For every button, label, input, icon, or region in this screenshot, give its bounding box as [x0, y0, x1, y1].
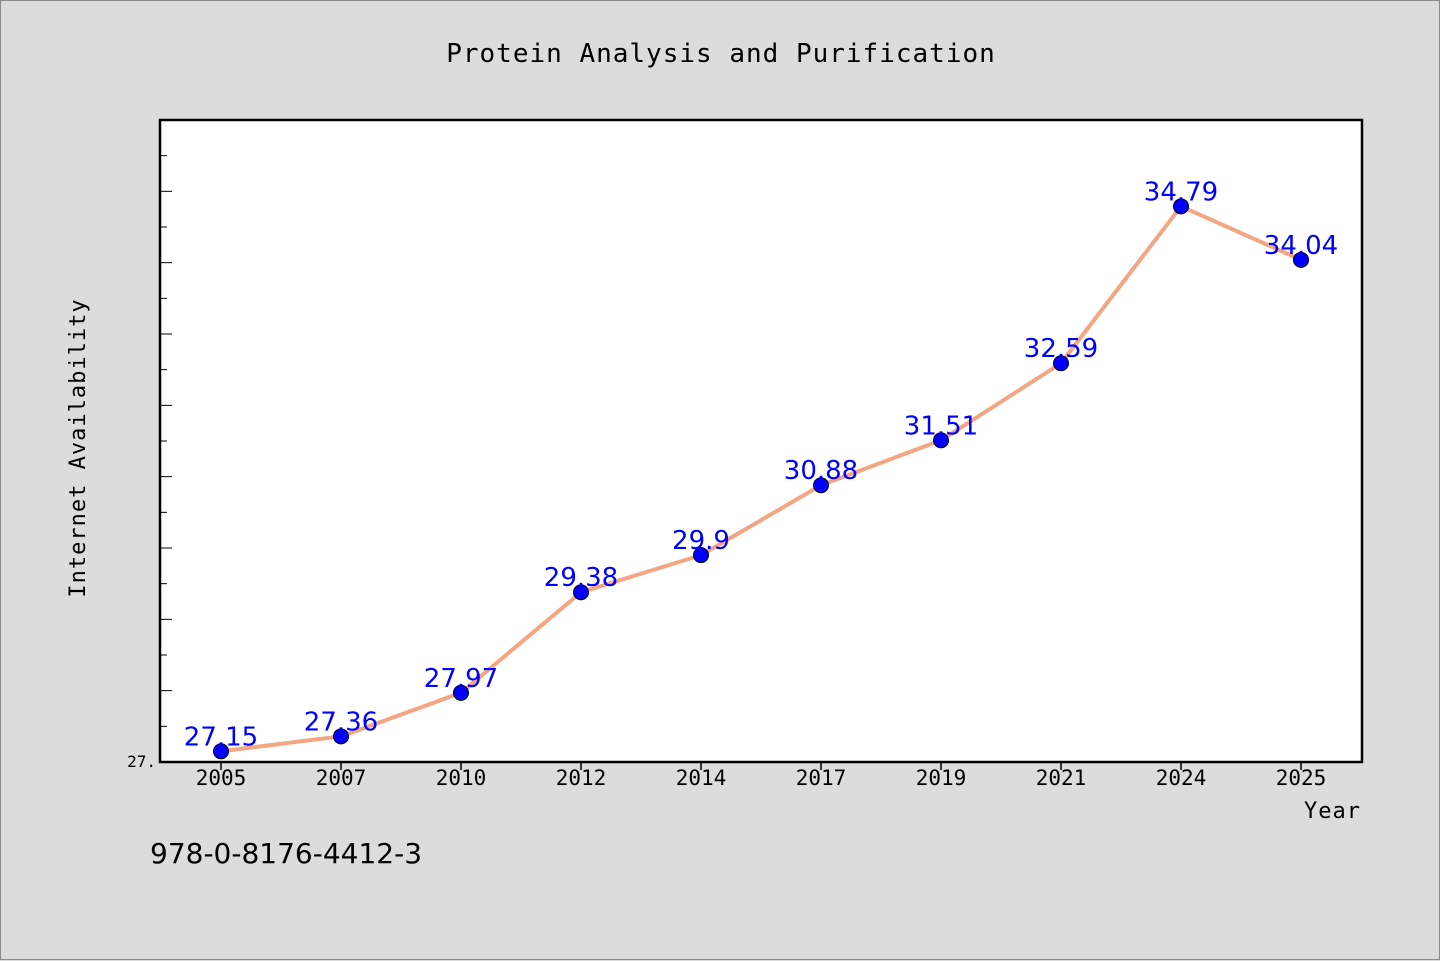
x-tick-label: 2017	[796, 766, 847, 790]
data-point	[1293, 251, 1309, 268]
data-label: 32.59	[1024, 334, 1098, 364]
data-point	[213, 743, 229, 760]
data-label: 27.36	[304, 707, 378, 737]
data-label: 27.15	[184, 722, 258, 752]
data-point	[933, 432, 949, 449]
isbn-text: 978-0-8176-4412-3	[150, 837, 422, 870]
x-tick-label: 2005	[196, 766, 247, 790]
data-label: 29.38	[544, 563, 618, 593]
x-tick-label: 2012	[556, 766, 607, 790]
x-axis-ticks: 2005 2007 2010 2012 2014 2017 2019 2021 2024 2025	[196, 762, 1327, 790]
x-tick-label: 2014	[676, 766, 727, 790]
x-tick-label: 2019	[916, 766, 967, 790]
x-tick-label: 2025	[1276, 766, 1327, 790]
data-point	[333, 728, 349, 745]
x-axis-label: Year	[1304, 799, 1361, 824]
data-point	[1053, 355, 1069, 372]
data-label: 30.88	[784, 456, 858, 486]
plot-border	[158, 118, 1364, 764]
data-label: 34.04	[1264, 231, 1338, 261]
plot-area	[160, 120, 1362, 762]
y-axis-label: Internet Availability	[66, 298, 91, 597]
data-label: 27.97	[424, 664, 498, 694]
data-point	[573, 584, 589, 601]
series-group: 27.15 27.36 27.97 29.38 29.9 30.88 31.51 32.59 3…	[184, 177, 1338, 760]
chart-title: Protein Analysis and Purification	[446, 39, 996, 69]
x-tick-label: 2010	[436, 766, 487, 790]
series-line	[219, 204, 1303, 754]
data-label: 31.51	[904, 411, 978, 441]
x-tick-label: 2007	[316, 766, 367, 790]
data-point	[813, 477, 829, 494]
data-label: 34.79	[1144, 177, 1218, 207]
x-tick-label: 2024	[1156, 766, 1207, 790]
data-point	[693, 547, 709, 564]
x-tick-label: 2021	[1036, 766, 1087, 790]
data-point	[1173, 198, 1189, 215]
y-tick-label: 27.	[127, 752, 156, 771]
data-point	[453, 684, 469, 701]
data-label: 29.9	[672, 526, 730, 556]
